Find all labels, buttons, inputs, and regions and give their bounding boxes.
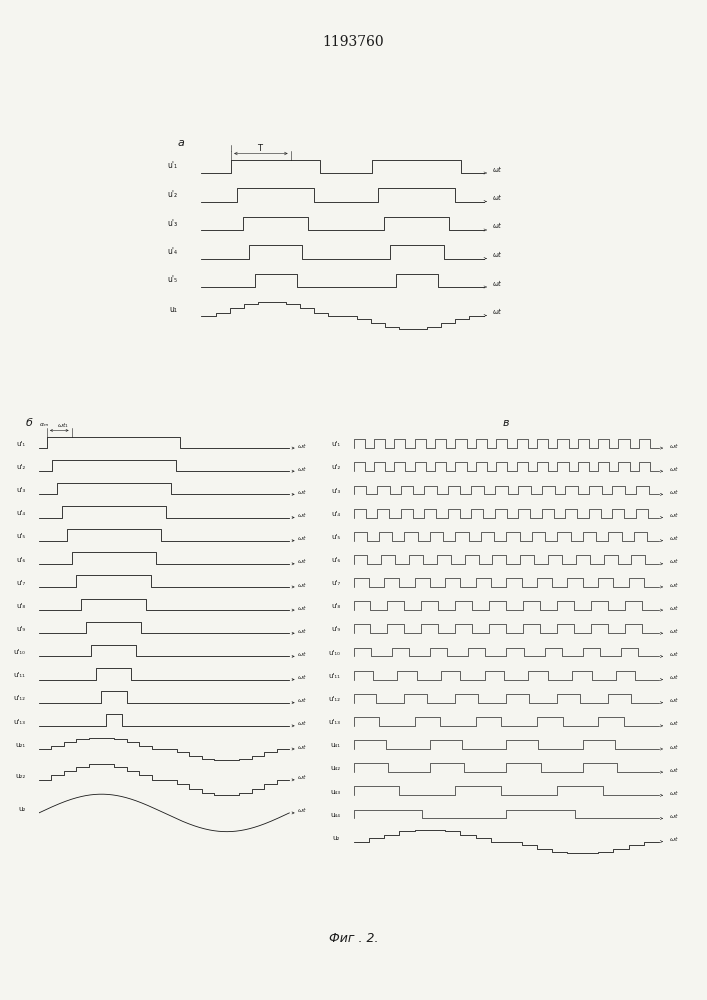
Text: u'₃: u'₃ bbox=[168, 219, 177, 228]
Text: а: а bbox=[177, 138, 185, 148]
Text: u'₂: u'₂ bbox=[331, 464, 340, 470]
Text: $\omega t$: $\omega t$ bbox=[298, 581, 308, 589]
Text: в: в bbox=[503, 418, 510, 428]
Text: $\omega t$: $\omega t$ bbox=[298, 442, 308, 450]
Text: $\omega t$: $\omega t$ bbox=[670, 465, 679, 473]
Text: u₁: u₁ bbox=[170, 306, 177, 314]
Text: $\omega t$: $\omega t$ bbox=[298, 627, 308, 635]
Text: $\omega t$: $\omega t$ bbox=[493, 192, 503, 202]
Text: u'₆: u'₆ bbox=[331, 557, 340, 563]
Text: $\omega t$: $\omega t$ bbox=[670, 488, 679, 496]
Text: u₂₁: u₂₁ bbox=[15, 742, 25, 748]
Text: u'₁₂: u'₁₂ bbox=[13, 695, 25, 701]
Text: $\omega t$: $\omega t$ bbox=[493, 221, 503, 231]
Text: $\omega t$: $\omega t$ bbox=[670, 604, 679, 612]
Text: $\omega t$: $\omega t$ bbox=[670, 812, 679, 820]
Text: $\omega t$: $\omega t$ bbox=[670, 534, 679, 542]
Text: u'₇: u'₇ bbox=[331, 580, 340, 586]
Text: T: T bbox=[257, 144, 262, 153]
Text: $\omega t$: $\omega t$ bbox=[670, 789, 679, 797]
Text: $\omega t$: $\omega t$ bbox=[670, 442, 679, 450]
Text: 1193760: 1193760 bbox=[322, 35, 385, 49]
Text: u₄₁: u₄₁ bbox=[330, 742, 340, 748]
Text: u'₁₁: u'₁₁ bbox=[328, 673, 340, 679]
Text: $\omega t$: $\omega t$ bbox=[670, 743, 679, 751]
Text: u'₄: u'₄ bbox=[168, 247, 177, 256]
Text: u₂₂: u₂₂ bbox=[15, 773, 25, 779]
Text: u'₁₂: u'₁₂ bbox=[328, 696, 340, 702]
Text: u'₆: u'₆ bbox=[16, 557, 25, 563]
Text: u'₁: u'₁ bbox=[168, 161, 177, 170]
Text: u'₄: u'₄ bbox=[16, 510, 25, 516]
Text: u'₁₀: u'₁₀ bbox=[13, 649, 25, 655]
Text: u'₅: u'₅ bbox=[168, 275, 177, 284]
Text: u'₃: u'₃ bbox=[16, 487, 25, 493]
Text: u'₉: u'₉ bbox=[16, 626, 25, 632]
Text: u'₅: u'₅ bbox=[331, 534, 340, 540]
Text: u'₈: u'₈ bbox=[331, 603, 340, 609]
Text: u'₅: u'₅ bbox=[16, 533, 25, 539]
Text: u'₁: u'₁ bbox=[331, 441, 340, 447]
Text: $\omega t_1$: $\omega t_1$ bbox=[57, 421, 69, 430]
Text: u'₈: u'₈ bbox=[16, 603, 25, 609]
Text: $\omega t$: $\omega t$ bbox=[670, 673, 679, 681]
Text: u₂: u₂ bbox=[333, 835, 340, 841]
Text: $\omega t$: $\omega t$ bbox=[493, 163, 503, 174]
Text: u₄₂: u₄₂ bbox=[330, 765, 340, 771]
Text: $\alpha_m$: $\alpha_m$ bbox=[39, 421, 49, 429]
Text: $\omega t$: $\omega t$ bbox=[298, 534, 308, 542]
Text: u'₂: u'₂ bbox=[168, 190, 177, 199]
Text: $\omega t$: $\omega t$ bbox=[670, 766, 679, 774]
Text: $\omega t$: $\omega t$ bbox=[493, 249, 503, 259]
Text: $\omega t$: $\omega t$ bbox=[670, 557, 679, 565]
Text: б: б bbox=[25, 418, 32, 428]
Text: u'₁₃: u'₁₃ bbox=[13, 719, 25, 725]
Text: $\omega t$: $\omega t$ bbox=[670, 835, 679, 843]
Text: $\omega t$: $\omega t$ bbox=[493, 277, 503, 288]
Text: u₄₃: u₄₃ bbox=[330, 789, 340, 795]
Text: $\omega t$: $\omega t$ bbox=[670, 650, 679, 658]
Text: $\omega t$: $\omega t$ bbox=[298, 511, 308, 519]
Text: u'₄: u'₄ bbox=[331, 511, 340, 517]
Text: $\omega t$: $\omega t$ bbox=[670, 696, 679, 704]
Text: $\omega t$: $\omega t$ bbox=[298, 696, 308, 704]
Text: $\omega t$: $\omega t$ bbox=[670, 719, 679, 727]
Text: Фиг . 2.: Фиг . 2. bbox=[329, 932, 378, 945]
Text: $\omega t$: $\omega t$ bbox=[298, 465, 308, 473]
Text: u'₃: u'₃ bbox=[331, 488, 340, 494]
Text: u'₁₃: u'₁₃ bbox=[328, 719, 340, 725]
Text: u'₁₁: u'₁₁ bbox=[13, 672, 25, 678]
Text: $\omega t$: $\omega t$ bbox=[298, 719, 308, 727]
Text: $\omega t$: $\omega t$ bbox=[670, 581, 679, 589]
Text: $\omega t$: $\omega t$ bbox=[298, 650, 308, 658]
Text: u'₉: u'₉ bbox=[331, 626, 340, 632]
Text: u'₁: u'₁ bbox=[16, 441, 25, 447]
Text: $\omega t$: $\omega t$ bbox=[298, 806, 308, 814]
Text: $\omega t$: $\omega t$ bbox=[493, 306, 503, 316]
Text: u₄₄: u₄₄ bbox=[330, 812, 340, 818]
Text: u'₂: u'₂ bbox=[16, 464, 25, 470]
Text: $\omega t$: $\omega t$ bbox=[298, 673, 308, 681]
Text: $\omega t$: $\omega t$ bbox=[298, 488, 308, 496]
Text: $\omega t$: $\omega t$ bbox=[298, 557, 308, 565]
Text: $\omega t$: $\omega t$ bbox=[298, 743, 308, 751]
Text: $\omega t$: $\omega t$ bbox=[670, 511, 679, 519]
Text: $\omega t$: $\omega t$ bbox=[298, 773, 308, 781]
Text: u'₇: u'₇ bbox=[16, 580, 25, 586]
Text: $\omega t$: $\omega t$ bbox=[298, 604, 308, 612]
Text: u₂: u₂ bbox=[18, 806, 25, 812]
Text: $\omega t$: $\omega t$ bbox=[670, 627, 679, 635]
Text: u'₁₀: u'₁₀ bbox=[328, 650, 340, 656]
